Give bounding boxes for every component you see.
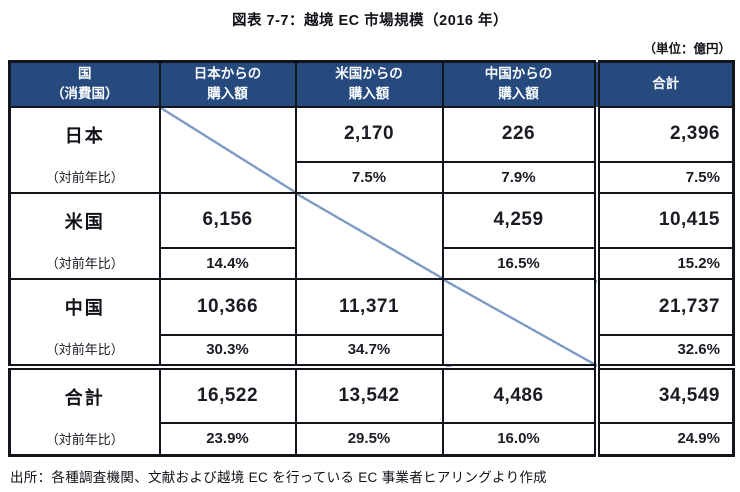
yoy-cell: 29.5% [294,422,444,456]
yoy-label: （対前年比） [45,432,124,447]
value-cell: 4,486 [441,363,598,425]
row-china-yoy: 30.3% 34.7% 32.6% [10,334,735,368]
row-label-japan: 日本 （対前年比） [8,105,161,194]
yoy-cell: 34.7% [294,334,444,368]
grand-total-value-cell: 34,549 [593,363,735,425]
yoy-cell: 23.9% [158,422,297,456]
yoy-cell: 7.5% [294,160,444,194]
value-cell: 6,156 [158,191,297,249]
value-cell: 2,170 [294,105,444,163]
total-value-cell: 21,737 [593,277,735,337]
yoy-cell: 30.3% [158,334,297,368]
row-label-total: 合計 （対前年比） [8,363,161,456]
row-china-values: 中国 （対前年比） 10,366 11,371 21,737 [8,277,735,368]
total-value-cell: 2,396 [593,105,735,163]
country-name: 中国 [64,297,105,318]
total-value-cell: 10,415 [593,191,735,249]
header-from-usa: 米国からの 購入額 [294,60,444,108]
header-from-japan: 日本からの 購入額 [158,60,297,108]
country-name: 日本 [64,125,105,146]
header-country-line2: （消費国） [51,86,119,102]
yoy-cell: 7.9% [441,160,598,194]
country-name: 米国 [64,211,105,232]
country-name: 合計 [64,387,105,408]
header-from-china: 中国からの 購入額 [441,60,598,108]
row-label-usa: 米国 （対前年比） [8,191,161,280]
value-cell: 13,542 [294,363,444,425]
figure-title: 図表 7-7：越境 EC 市場規模（2016 年） [232,13,508,29]
value-cell: 10,366 [158,277,297,337]
row-japan-yoy: 7.5% 7.9% 7.5% [10,160,735,194]
yoy-label: （対前年比） [45,342,124,357]
yoy-label: （対前年比） [45,170,124,185]
grand-total-yoy-cell: 24.9% [593,422,735,456]
header-from-china-line1: 中国からの [484,66,553,81]
header-total: 合計 [593,60,735,108]
header-total-label: 合計 [652,76,680,92]
yoy-label: （対前年比） [45,256,124,271]
row-label-china: 中国 （対前年比） [8,277,161,368]
header-from-usa-line1: 米国からの [335,66,403,81]
header-from-japan-line1: 日本からの [193,66,262,81]
total-yoy-cell: 7.5% [593,160,735,194]
yoy-cell: 14.4% [158,246,297,280]
diagonal-cell-usa-from-usa [294,191,444,280]
header-row: 国 （消費国） 日本からの 購入額 米国からの 購入額 中国からの 購入額 合計 [8,60,735,108]
header-from-china-line2: 購入額 [498,86,539,102]
row-usa-values: 米国 （対前年比） 6,156 4,259 10,415 [8,191,735,280]
value-cell: 11,371 [294,277,444,337]
source-note: 出所：各種調査機関、文献および越境 EC を行っている EC 事業者ヒアリングよ… [10,469,547,485]
row-total-yoy: 23.9% 29.5% 16.0% 24.9% [10,422,735,456]
diagonal-cell-china-from-china [441,277,598,368]
row-japan-values: 日本 （対前年比） 2,170 226 2,396 [8,105,735,194]
header-from-japan-line2: 購入額 [207,86,248,102]
header-country: 国 （消費国） [8,60,161,108]
unit-note: （単位：億円） [643,42,731,56]
total-yoy-cell: 32.6% [593,334,735,368]
cross-border-ec-table: 国 （消費国） 日本からの 購入額 米国からの 購入額 中国からの 購入額 合計 [8,60,735,457]
total-yoy-cell: 15.2% [593,246,735,280]
yoy-cell: 16.5% [441,246,598,280]
row-usa-yoy: 14.4% 16.5% 15.2% [10,246,735,280]
diagonal-cell-japan-from-japan [158,105,297,194]
row-total-values: 合計 （対前年比） 16,522 13,542 4,486 34,549 [8,363,735,456]
header-from-usa-line2: 購入額 [348,86,390,102]
value-cell: 4,259 [441,191,598,249]
value-cell: 226 [441,105,598,163]
header-country-line1: 国 [78,66,92,81]
yoy-cell: 16.0% [441,422,598,456]
value-cell: 16,522 [158,363,297,425]
